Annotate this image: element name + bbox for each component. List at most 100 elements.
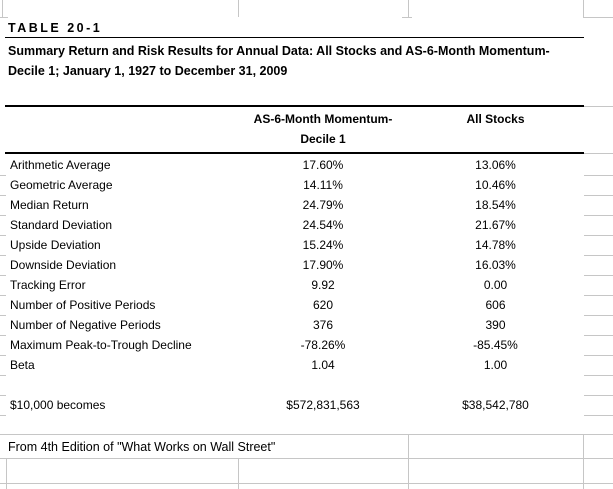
table-row: Maximum Peak-to-Trough Decline -78.26% -… bbox=[0, 335, 613, 355]
gridline bbox=[238, 458, 239, 489]
gridline bbox=[0, 434, 613, 435]
gridline bbox=[0, 295, 6, 296]
all-stocks-value[interactable]: -85.45% bbox=[473, 338, 518, 352]
gridline bbox=[0, 235, 6, 236]
gridline bbox=[584, 355, 613, 356]
gridline bbox=[584, 295, 613, 296]
momentum-value[interactable]: 376 bbox=[312, 318, 334, 332]
momentum-value[interactable]: 620 bbox=[312, 298, 334, 312]
momentum-value[interactable]: 1.04 bbox=[311, 358, 335, 372]
gridline bbox=[584, 335, 613, 336]
momentum-value[interactable]: 14.11% bbox=[303, 178, 343, 192]
source-note[interactable]: From 4th Edition of "What Works on Wall … bbox=[8, 440, 276, 454]
gridline bbox=[0, 255, 6, 256]
metric-label[interactable]: Median Return bbox=[10, 198, 89, 212]
momentum-value[interactable]: 9.92 bbox=[311, 278, 335, 292]
table-row: Median Return 24.79% 18.54% bbox=[0, 195, 613, 215]
momentum-value[interactable]: 15.24% bbox=[302, 238, 344, 252]
gridline bbox=[584, 255, 613, 256]
gridline bbox=[0, 215, 6, 216]
gridline bbox=[0, 458, 613, 459]
momentum-value[interactable]: 24.54% bbox=[302, 218, 344, 232]
gridline bbox=[0, 315, 6, 316]
all-stocks-value[interactable]: 390 bbox=[485, 318, 506, 332]
gridline bbox=[402, 17, 412, 18]
all-stocks-value[interactable]: 14.78% bbox=[475, 238, 516, 252]
column-header-momentum-line2[interactable]: Decile 1 bbox=[300, 132, 346, 146]
gridline bbox=[584, 375, 613, 376]
all-stocks-value[interactable]: 0.00 bbox=[483, 278, 508, 292]
gridline bbox=[0, 395, 6, 396]
gridline bbox=[0, 195, 6, 196]
table-row: Number of Negative Periods 376 390 bbox=[0, 315, 613, 335]
all-stocks-value[interactable]: 606 bbox=[485, 298, 506, 312]
table-row: Tracking Error 9.92 0.00 bbox=[0, 275, 613, 295]
momentum-value[interactable]: -78.26% bbox=[300, 338, 346, 352]
table-row: Geometric Average 14.11% 10.46% bbox=[0, 175, 613, 195]
momentum-value[interactable]: 17.90% bbox=[302, 258, 344, 272]
gridline bbox=[583, 0, 584, 17]
gridline bbox=[583, 458, 584, 489]
gridline bbox=[584, 315, 613, 316]
gridline bbox=[584, 175, 613, 176]
gridline bbox=[584, 395, 613, 396]
metric-label[interactable]: $10,000 becomes bbox=[10, 398, 106, 412]
gridline bbox=[408, 458, 409, 489]
gridline bbox=[584, 415, 613, 416]
table-row: Beta 1.04 1.00 bbox=[0, 355, 613, 375]
all-stocks-value[interactable]: 13.06% bbox=[475, 158, 516, 172]
column-header-momentum-line1[interactable]: AS-6-Month Momentum- bbox=[253, 112, 393, 126]
metric-label[interactable]: Number of Negative Periods bbox=[10, 318, 161, 332]
metric-label[interactable]: Geometric Average bbox=[10, 178, 113, 192]
gridline bbox=[584, 106, 613, 107]
gridline bbox=[584, 195, 613, 196]
gridline bbox=[0, 275, 6, 276]
table-rule-above-header bbox=[5, 105, 584, 107]
table-row: Arithmetic Average 17.60% 13.06% bbox=[0, 155, 613, 175]
metric-label[interactable]: Upside Deviation bbox=[10, 238, 101, 252]
table-row: Downside Deviation 17.90% 16.03% bbox=[0, 255, 613, 275]
gridline bbox=[0, 17, 8, 18]
gridline bbox=[6, 458, 7, 489]
table-row: Standard Deviation 24.54% 21.67% bbox=[0, 215, 613, 235]
gridline bbox=[584, 215, 613, 216]
gridline bbox=[584, 153, 613, 154]
gridline bbox=[583, 434, 584, 458]
metric-label[interactable]: Maximum Peak-to-Trough Decline bbox=[10, 338, 192, 352]
column-header-all-stocks[interactable]: All Stocks bbox=[466, 112, 525, 126]
metric-label[interactable]: Number of Positive Periods bbox=[10, 298, 156, 312]
gridline bbox=[0, 335, 6, 336]
gridline bbox=[0, 375, 6, 376]
table-row: Upside Deviation 15.24% 14.78% bbox=[0, 235, 613, 255]
gridline bbox=[0, 355, 6, 356]
table-rule-below-header bbox=[5, 152, 584, 154]
momentum-value[interactable]: 24.79% bbox=[302, 198, 344, 212]
table-title-line2[interactable]: Decile 1; January 1, 1927 to December 31… bbox=[8, 64, 288, 78]
metric-label[interactable]: Arithmetic Average bbox=[10, 158, 111, 172]
gridline bbox=[584, 275, 613, 276]
gridline bbox=[0, 415, 6, 416]
all-stocks-value[interactable]: 1.00 bbox=[483, 358, 508, 372]
all-stocks-value[interactable]: 10.46% bbox=[475, 178, 516, 192]
table-rule-top bbox=[5, 37, 584, 38]
table-title-line1[interactable]: Summary Return and Risk Results for Annu… bbox=[8, 44, 550, 58]
momentum-value[interactable]: $572,831,563 bbox=[286, 398, 360, 412]
gridline bbox=[583, 17, 613, 18]
momentum-value[interactable]: 17.60% bbox=[302, 158, 344, 172]
metric-label[interactable]: Beta bbox=[10, 358, 35, 372]
metric-label[interactable]: Downside Deviation bbox=[10, 258, 117, 272]
all-stocks-value[interactable]: 18.54% bbox=[475, 198, 516, 212]
gridline bbox=[584, 235, 613, 236]
metric-label[interactable]: Standard Deviation bbox=[10, 218, 113, 232]
gridline bbox=[2, 0, 3, 17]
gridline bbox=[408, 434, 409, 458]
gridline bbox=[408, 0, 409, 17]
gridline bbox=[238, 0, 239, 17]
table-number-label[interactable]: TABLE 20-1 bbox=[8, 21, 103, 35]
table-row-becomes: $10,000 becomes $572,831,563 $38,542,780 bbox=[0, 395, 613, 415]
all-stocks-value[interactable]: $38,542,780 bbox=[462, 398, 529, 412]
metric-label[interactable]: Tracking Error bbox=[10, 278, 86, 292]
all-stocks-value[interactable]: 16.03% bbox=[475, 258, 516, 272]
all-stocks-value[interactable]: 21.67% bbox=[475, 218, 516, 232]
